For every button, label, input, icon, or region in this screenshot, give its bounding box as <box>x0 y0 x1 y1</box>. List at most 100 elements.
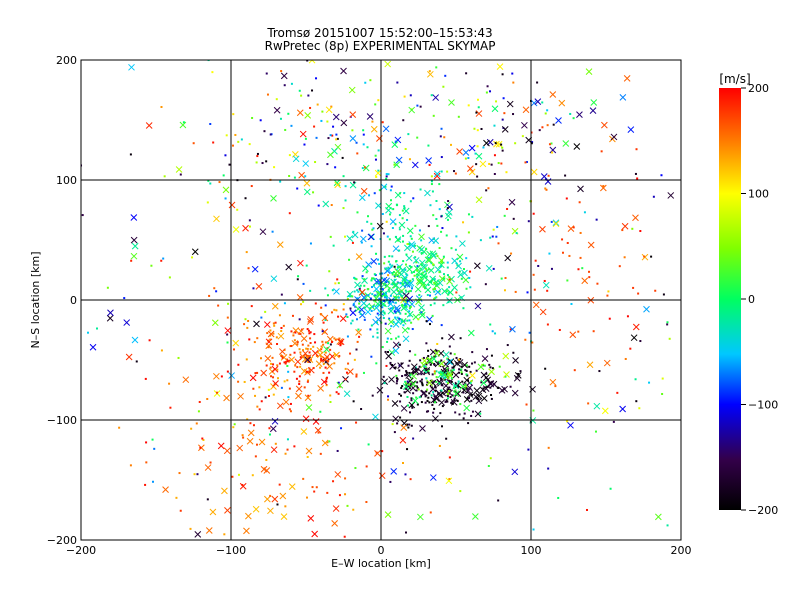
scatter-dot <box>344 493 347 496</box>
scatter-dot <box>425 410 428 413</box>
scatter-dot <box>334 338 337 341</box>
scatter-dot <box>160 105 163 108</box>
scatter-cross <box>509 325 516 333</box>
scatter-dot <box>322 362 325 365</box>
scatter-dot <box>509 385 512 388</box>
scatter-dot <box>398 214 401 217</box>
scatter-dot <box>485 91 488 94</box>
scatter-dot <box>486 85 489 88</box>
scatter-dot <box>118 426 121 429</box>
scatter-dot <box>306 328 309 331</box>
scatter-dot <box>550 142 553 145</box>
scatter-dot <box>327 137 330 140</box>
scatter-cross <box>392 321 400 328</box>
scatter-dot <box>273 324 276 327</box>
scatter-cross <box>448 99 455 106</box>
scatter-dot <box>329 134 332 137</box>
scatter-cross <box>534 98 542 106</box>
scatter-dot <box>405 371 408 374</box>
scatter-cross <box>487 380 495 388</box>
scatter-cross <box>479 160 487 168</box>
scatter-cross <box>311 349 319 357</box>
scatter-dot <box>424 401 427 404</box>
scatter-dot <box>302 300 305 303</box>
scatter-dot <box>490 163 493 166</box>
colorbar <box>719 88 741 510</box>
scatter-dot <box>81 214 84 217</box>
scatter-dot <box>279 117 282 120</box>
scatter-dot <box>309 342 312 345</box>
scatter-cross <box>667 192 675 199</box>
scatter-dot <box>375 175 378 178</box>
scatter-dot <box>320 313 323 316</box>
scatter-dot <box>224 154 227 157</box>
scatter-dot <box>304 175 307 178</box>
scatter-dot <box>661 392 664 395</box>
scatter-cross <box>426 278 434 286</box>
scatter-dot <box>307 379 310 382</box>
scatter-cross <box>623 75 631 82</box>
scatter-cross <box>393 161 401 169</box>
scatter-dot <box>190 427 193 430</box>
scatter-dot <box>439 135 442 138</box>
scatter-dot <box>435 380 438 383</box>
scatter-cross <box>467 329 475 337</box>
scatter-dot <box>377 149 380 152</box>
scatter-dot <box>403 95 406 98</box>
scatter-cross <box>130 252 138 260</box>
scatter-cross <box>539 225 546 233</box>
scatter-dot <box>436 224 439 227</box>
scatter-dot <box>311 486 314 489</box>
scatter-dot <box>541 126 544 129</box>
scatter-dot <box>369 79 372 82</box>
scatter-dot <box>420 239 423 242</box>
scatter-dot <box>275 98 278 101</box>
scatter-dot <box>512 113 515 116</box>
scatter-cross <box>434 288 442 296</box>
scatter-cross <box>426 256 433 264</box>
scatter-dot <box>438 183 441 186</box>
scatter-cross <box>128 63 135 71</box>
scatter-dot <box>427 225 430 228</box>
scatter-cross <box>394 136 402 144</box>
scatter-dot <box>410 266 413 269</box>
scatter-dot <box>392 208 395 211</box>
scatter-cross <box>451 257 459 265</box>
scatter-cross <box>374 450 381 457</box>
scatter-dot <box>466 374 469 377</box>
scatter-dot <box>395 296 398 299</box>
scatter-dot <box>424 267 427 270</box>
scatter-cross <box>581 277 589 285</box>
scatter-dot <box>226 341 229 344</box>
scatter-cross <box>391 400 399 407</box>
scatter-dot <box>465 364 468 367</box>
scatter-dot <box>479 239 482 242</box>
scatter-dot <box>378 262 381 265</box>
scatter-dot <box>301 343 304 346</box>
scatter-dot <box>206 201 209 204</box>
scatter-dot <box>391 255 394 258</box>
scatter-cross <box>376 386 384 394</box>
scatter-dot <box>412 197 415 200</box>
scatter-dot <box>405 305 408 308</box>
scatter-cross <box>474 302 482 310</box>
scatter-cross <box>280 353 288 361</box>
scatter-dot <box>422 271 425 274</box>
scatter-cross <box>296 294 304 301</box>
scatter-dot <box>446 388 449 391</box>
scatter-cross <box>446 278 453 285</box>
scatter-dot <box>342 308 345 311</box>
scatter-dot <box>347 362 350 365</box>
scatter-dot <box>280 293 283 296</box>
scatter-dot <box>448 345 451 348</box>
scatter-dot <box>509 328 512 331</box>
scatter-dot <box>451 402 454 405</box>
scatter-dot <box>414 256 417 259</box>
scatter-dot <box>403 207 406 210</box>
scatter-dot <box>268 433 271 436</box>
scatter-dot <box>428 163 431 166</box>
scatter-dot <box>400 320 403 323</box>
scatter-cross <box>408 106 416 114</box>
scatter-dot <box>470 380 473 383</box>
scatter-dot <box>168 276 171 279</box>
